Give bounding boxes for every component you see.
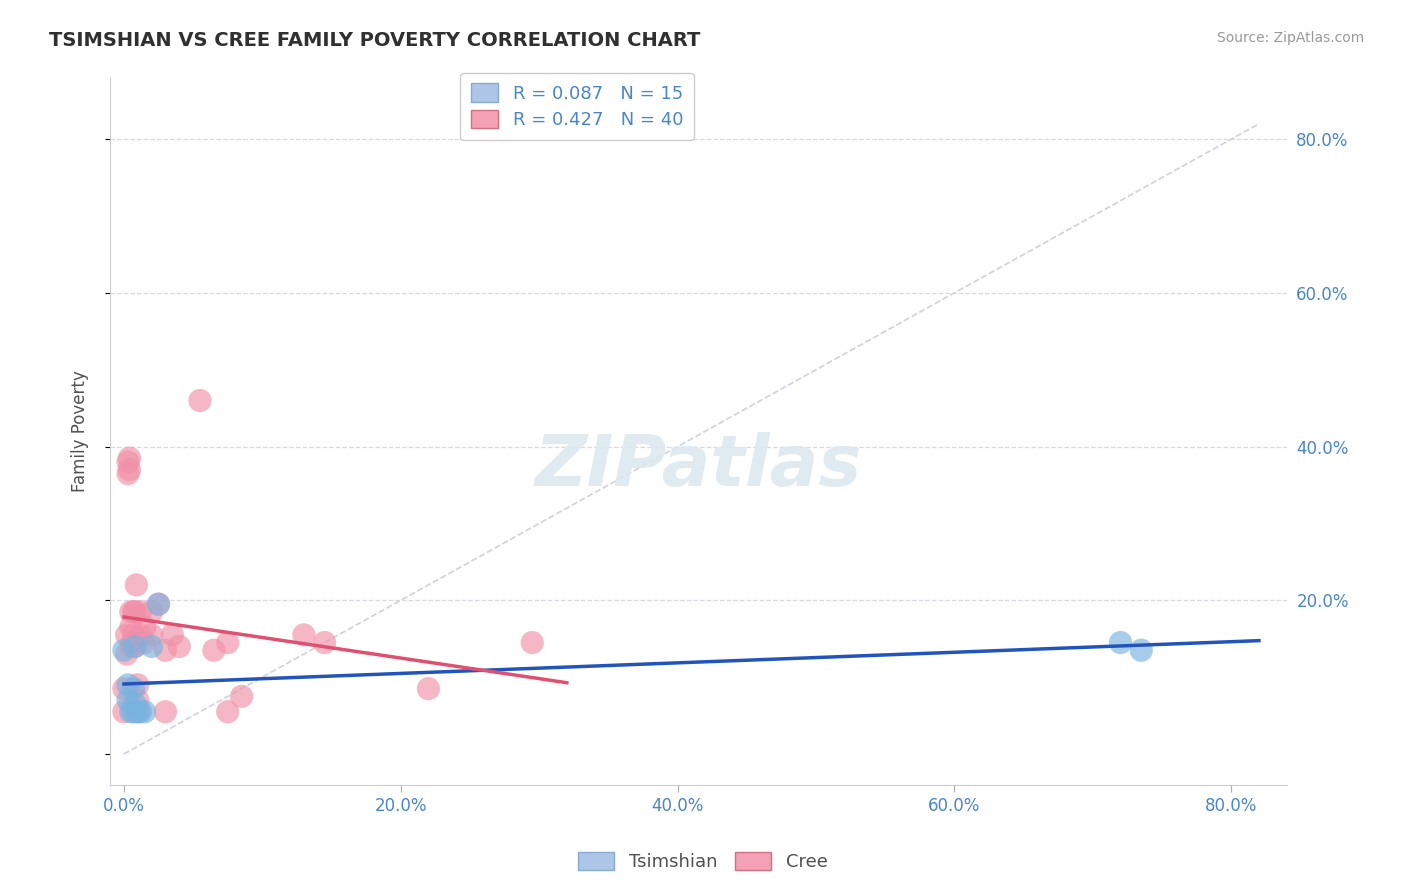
Point: [122, 681, 145, 696]
Point: [118, 463, 141, 477]
Point: [134, 705, 156, 719]
Point: [134, 620, 156, 634]
Legend: Tsimshian, Cree: Tsimshian, Cree: [571, 845, 835, 879]
Point: [117, 467, 139, 481]
Point: [115, 628, 138, 642]
Point: [1109, 635, 1132, 649]
Point: [125, 578, 148, 592]
Point: [231, 690, 253, 704]
Point: [124, 605, 146, 619]
Point: [112, 681, 135, 696]
Point: [129, 605, 152, 619]
Point: [122, 605, 145, 619]
Point: [112, 643, 135, 657]
Point: [122, 628, 145, 642]
Point: [418, 681, 440, 696]
Point: [217, 705, 239, 719]
Point: [127, 705, 149, 719]
Point: [169, 640, 191, 654]
Point: [202, 643, 225, 657]
Point: [117, 455, 139, 469]
Point: [1130, 643, 1153, 657]
Point: [127, 693, 149, 707]
Point: [117, 693, 139, 707]
Point: [127, 678, 149, 692]
Point: [112, 705, 135, 719]
Point: [121, 635, 143, 649]
Point: [148, 597, 170, 611]
Point: [134, 635, 156, 649]
Point: [122, 705, 145, 719]
Point: [115, 647, 138, 661]
Point: [117, 678, 139, 692]
Point: [314, 635, 336, 649]
Point: [522, 635, 544, 649]
Y-axis label: Family Poverty: Family Poverty: [72, 370, 89, 492]
Point: [141, 640, 163, 654]
Point: [129, 628, 152, 642]
Text: Source: ZipAtlas.com: Source: ZipAtlas.com: [1216, 31, 1364, 45]
Point: [141, 628, 163, 642]
Text: TSIMSHIAN VS CREE FAMILY POVERTY CORRELATION CHART: TSIMSHIAN VS CREE FAMILY POVERTY CORRELA…: [49, 31, 700, 50]
Point: [129, 705, 152, 719]
Point: [127, 705, 149, 719]
Legend: R = 0.087   N = 15, R = 0.427   N = 40: R = 0.087 N = 15, R = 0.427 N = 40: [460, 72, 695, 140]
Point: [120, 605, 142, 619]
Point: [120, 705, 142, 719]
Point: [155, 643, 177, 657]
Point: [124, 640, 146, 654]
Text: ZIPatlas: ZIPatlas: [534, 432, 862, 501]
Point: [124, 697, 146, 711]
Point: [155, 705, 177, 719]
Point: [120, 620, 142, 634]
Point: [292, 628, 315, 642]
Point: [141, 605, 163, 619]
Point: [124, 640, 146, 654]
Point: [148, 597, 170, 611]
Point: [120, 640, 142, 654]
Point: [118, 451, 141, 466]
Point: [162, 628, 184, 642]
Point: [217, 635, 239, 649]
Point: [188, 393, 211, 408]
